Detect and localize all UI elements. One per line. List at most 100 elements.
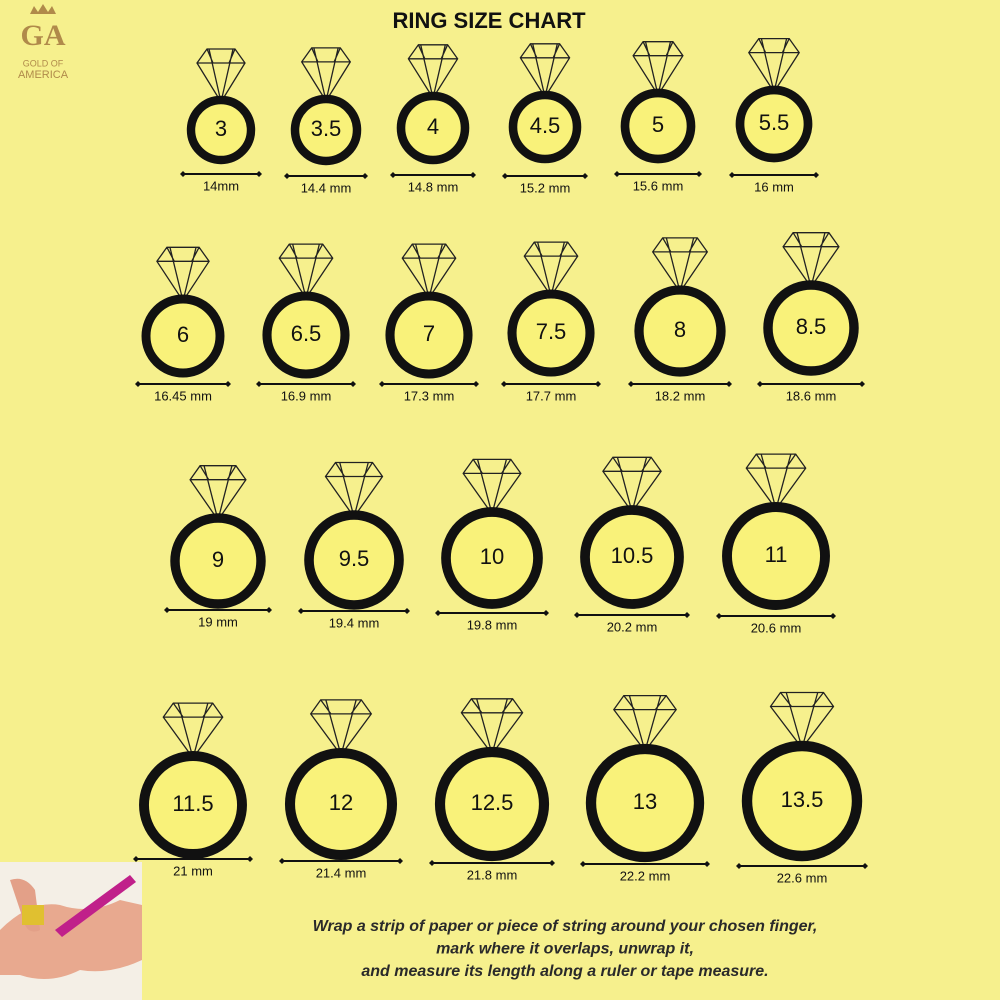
ring: 8 18.2 mm xyxy=(628,237,732,403)
measure-end xyxy=(164,607,170,613)
instructions: Wrap a strip of paper or piece of string… xyxy=(313,918,818,980)
measure-end xyxy=(696,171,702,177)
ring-diameter: 21.8 mm xyxy=(467,867,518,882)
ring: 12 21.4 mm xyxy=(279,699,403,880)
ring-size: 6 xyxy=(177,322,189,347)
title: RING SIZE CHART xyxy=(392,8,586,33)
diamond xyxy=(745,453,807,512)
measure-end xyxy=(862,863,868,869)
ring: 10.5 20.2 mm xyxy=(574,456,690,634)
ring-size: 9.5 xyxy=(339,546,370,571)
diamond xyxy=(632,41,684,97)
measure-end xyxy=(279,858,285,864)
pen xyxy=(55,875,136,937)
measure-end xyxy=(298,608,304,614)
diamond xyxy=(462,458,522,517)
diamond xyxy=(162,702,224,761)
ring-diameter: 18.2 mm xyxy=(655,388,706,403)
ring-band xyxy=(735,85,813,163)
ring-diameter: 17.7 mm xyxy=(526,388,577,403)
ring-band xyxy=(304,510,404,610)
ring-diameter: 19.8 mm xyxy=(467,617,518,632)
ring-band xyxy=(385,291,473,379)
ring-diameter: 22.2 mm xyxy=(620,868,671,883)
measure-end xyxy=(256,381,262,387)
ring-diameter: 15.6 mm xyxy=(633,178,684,193)
diamond xyxy=(324,461,384,520)
ring: 3.5 14.4 mm xyxy=(284,47,368,195)
ring: 6.5 16.9 mm xyxy=(256,243,356,403)
ring-size: 9 xyxy=(212,547,224,572)
logo-mark: GA xyxy=(21,19,66,52)
measure-end xyxy=(549,860,555,866)
measure-end xyxy=(225,381,231,387)
ring-band xyxy=(284,747,398,861)
ring-diameter: 16 mm xyxy=(754,179,794,194)
measure-end xyxy=(574,612,580,618)
rings: 3 14mm 3.5 14.4 mm 4 14.8 mm 4.5 15.2 mm 5 15.6 m… xyxy=(133,37,868,885)
ring: 3 14mm xyxy=(180,48,262,193)
ring-band xyxy=(262,291,350,379)
ring-band xyxy=(508,90,582,164)
ring: 5 15.6 mm xyxy=(614,41,702,193)
diamond xyxy=(612,694,678,754)
measure-end xyxy=(404,608,410,614)
measure-end xyxy=(247,856,253,862)
ring-band xyxy=(290,94,362,166)
ring-diameter: 15.2 mm xyxy=(520,180,571,195)
ring: 8.5 18.6 mm xyxy=(757,232,865,403)
measure-end xyxy=(813,172,819,178)
diamond xyxy=(196,48,246,104)
diamond xyxy=(523,241,579,298)
logo-line: GOLD OF xyxy=(23,58,64,68)
ring-diameter: 21.4 mm xyxy=(316,865,367,880)
ring-band xyxy=(441,507,543,609)
ring-band xyxy=(585,743,705,863)
ring: 9 19 mm xyxy=(164,465,272,629)
measure-end xyxy=(580,861,586,867)
ring-size: 13 xyxy=(633,789,657,814)
measure-end xyxy=(397,858,403,864)
ring-size: 4.5 xyxy=(530,113,561,138)
measure-end xyxy=(757,381,763,387)
ring-diameter: 22.6 mm xyxy=(777,870,828,885)
ring-diameter: 16.9 mm xyxy=(281,388,332,403)
ring-size: 12.5 xyxy=(471,790,514,815)
measure-end xyxy=(582,173,588,179)
measure-end xyxy=(473,381,479,387)
ring-size: 11.5 xyxy=(172,791,213,816)
ring-diameter: 20.2 mm xyxy=(607,619,658,634)
measure-end xyxy=(180,171,186,177)
ring-size: 6.5 xyxy=(291,321,322,346)
diamond xyxy=(602,456,662,515)
measure-end xyxy=(726,381,732,387)
measure-end xyxy=(501,381,507,387)
diamond xyxy=(278,243,334,300)
ring-band xyxy=(170,513,266,609)
measure-end xyxy=(830,613,836,619)
diamond xyxy=(189,465,247,522)
ring-band xyxy=(620,88,696,164)
measure-end xyxy=(350,381,356,387)
ring-size: 10 xyxy=(480,544,504,569)
ring-size: 5 xyxy=(652,112,664,137)
measure-end xyxy=(716,613,722,619)
diamond xyxy=(782,232,840,289)
ring-band xyxy=(741,740,863,862)
ring-band xyxy=(580,505,684,609)
measure-end xyxy=(729,172,735,178)
instruction-line: and measure its length along a ruler or … xyxy=(361,963,768,980)
hand-photo xyxy=(0,862,142,1000)
ring: 13 22.2 mm xyxy=(580,694,710,883)
ring-size: 7.5 xyxy=(536,319,567,344)
ring-size: 11 xyxy=(765,542,788,567)
measure-end xyxy=(859,381,865,387)
measure-end xyxy=(284,173,290,179)
ring-size: 5.5 xyxy=(759,110,790,135)
measure-end xyxy=(614,171,620,177)
measure-end xyxy=(390,172,396,178)
ring-band xyxy=(434,746,550,862)
ring: 4 14.8 mm xyxy=(390,44,476,194)
measure-end xyxy=(470,172,476,178)
ring-band xyxy=(186,95,256,165)
